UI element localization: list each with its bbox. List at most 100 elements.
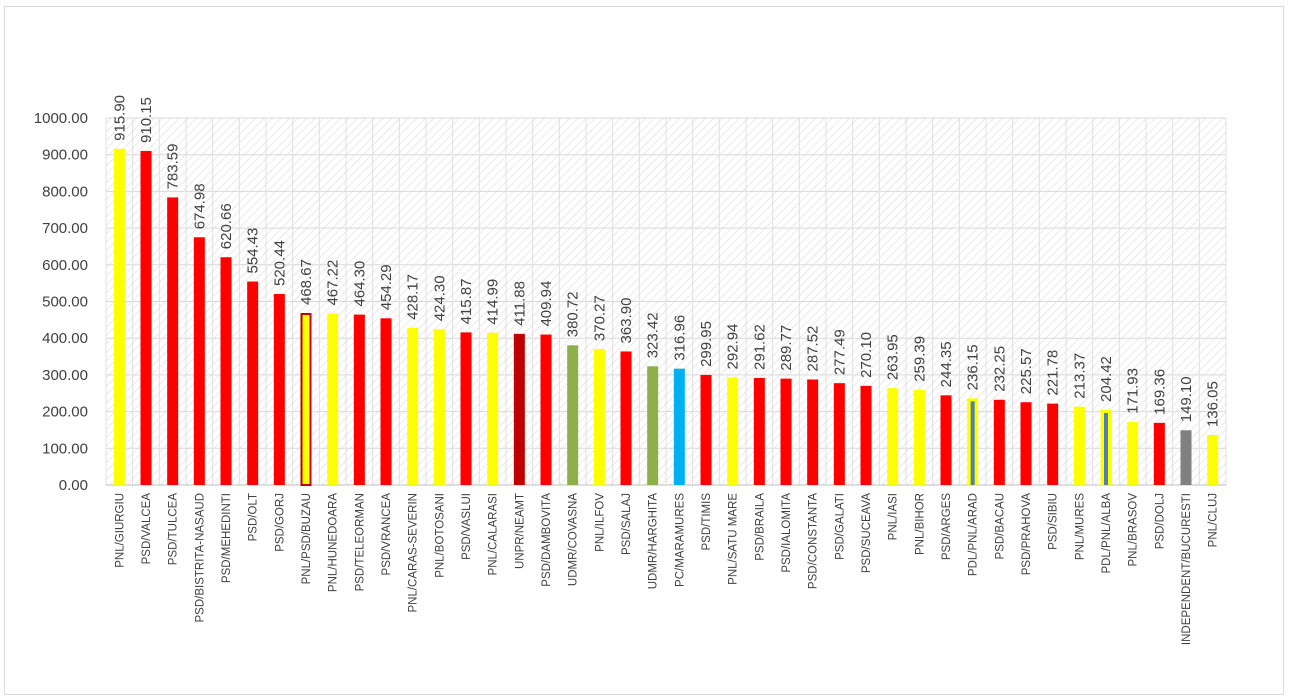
- bar: [780, 378, 792, 485]
- bar-outline: [300, 312, 312, 486]
- bar: [433, 329, 445, 485]
- bar: [1153, 422, 1165, 485]
- data-label: 428.17: [405, 274, 422, 320]
- data-label: 520.44: [271, 240, 288, 286]
- data-label: 414.99: [485, 279, 502, 325]
- x-tick-label: PSD/SIBIU: [1048, 493, 1060, 550]
- y-tick-label: 400.00: [42, 330, 88, 347]
- bar: [247, 281, 259, 485]
- bar: [700, 374, 712, 485]
- x-tick-label: PSD/VASLUI: [461, 493, 473, 560]
- bar: [1047, 403, 1059, 485]
- bar: [193, 237, 205, 485]
- data-label: 287.52: [805, 326, 822, 372]
- data-label: 244.35: [938, 341, 955, 387]
- bar: [353, 314, 365, 485]
- data-label: 169.36: [1151, 369, 1168, 415]
- x-tick-label: PNL/CLUJ: [1208, 493, 1220, 547]
- y-tick-label: 200.00: [42, 404, 88, 421]
- x-tick-label: PNL/HUNEDOARA: [328, 493, 340, 592]
- x-tick-label: PNL/CALARASI: [488, 493, 500, 575]
- x-tick-label: PNL/BOTOSANI: [434, 493, 446, 578]
- data-label: 221.78: [1045, 350, 1062, 396]
- x-tick-label: PSD/VRANCEA: [381, 493, 393, 576]
- x-tick-label: PSD/TULCEA: [168, 493, 180, 566]
- bar: [860, 385, 872, 485]
- data-label: 299.95: [698, 321, 715, 367]
- data-label: 270.10: [858, 332, 875, 378]
- bar: [167, 197, 179, 485]
- x-tick-label: PSD/GORJ: [274, 493, 286, 552]
- x-tick-label: INDEPENDENT/BUCURESTI: [1181, 493, 1193, 645]
- data-label: 259.39: [911, 336, 928, 382]
- y-tick-label: 0.00: [59, 477, 88, 494]
- x-tick-label: PNL/PSD/BUZAU: [301, 493, 313, 584]
- x-tick-label: UNPR/NEAMT: [514, 493, 526, 569]
- data-label: 415.87: [458, 278, 475, 324]
- data-label: 225.57: [1018, 348, 1035, 394]
- x-tick-label: PC/MARAMURES: [674, 493, 686, 587]
- bar: [113, 148, 125, 486]
- bar: [487, 332, 499, 485]
- x-tick-label: PSD/SALAJ: [621, 493, 633, 555]
- data-label: 291.62: [751, 324, 768, 370]
- data-label: 316.96: [671, 315, 688, 361]
- data-label: 554.43: [245, 228, 262, 274]
- x-tick-label: PSD/ARGES: [941, 493, 953, 560]
- data-label: 289.77: [778, 325, 795, 371]
- bar: [327, 313, 339, 485]
- data-label: 277.49: [831, 329, 848, 375]
- y-tick-label: 700.00: [42, 220, 88, 237]
- x-tick-label: PSD/IALOMITA: [781, 493, 793, 573]
- x-tick-label: PSD/GALATI: [834, 493, 846, 560]
- bar: [513, 333, 525, 485]
- bar: [1127, 421, 1139, 485]
- bar: [887, 388, 899, 485]
- bar: [647, 366, 659, 485]
- data-label: 292.94: [725, 324, 742, 370]
- bar: [1020, 402, 1032, 485]
- x-tick-label: PNL/MURES: [1074, 493, 1086, 560]
- data-label: 171.93: [1125, 368, 1142, 414]
- data-label: 232.25: [991, 346, 1008, 392]
- y-tick-label: 600.00: [42, 257, 88, 274]
- y-tick-label: 900.00: [42, 147, 88, 164]
- x-tick-label: PSD/TELEORMAN: [354, 493, 366, 591]
- x-tick-label: UDMR/HARGHITA: [648, 493, 660, 590]
- data-label: 464.30: [351, 261, 368, 307]
- x-tick-label: PSD/BACAU: [994, 493, 1006, 559]
- data-label: 380.72: [565, 291, 582, 337]
- data-label: 411.88: [511, 281, 528, 326]
- x-tick-label: PSD/VALCEA: [141, 493, 153, 565]
- x-tick-label: PNL/SATU MARE: [728, 493, 740, 585]
- bar: [913, 389, 925, 485]
- bar: [220, 257, 232, 485]
- data-label: 915.90: [111, 95, 128, 141]
- data-label: 620.66: [218, 203, 235, 249]
- bar-inner-stripe: [1104, 412, 1108, 485]
- x-tick-label: UDMR/COVASNA: [568, 493, 580, 586]
- bar: [727, 377, 739, 485]
- bar: [1207, 435, 1219, 485]
- bar: [540, 334, 552, 485]
- x-tick-label: PSD/SUCEAVA: [861, 493, 873, 573]
- x-tick-label: PSD/MEHEDINTI: [221, 493, 233, 583]
- y-tick-label: 100.00: [42, 440, 88, 457]
- data-label: 323.42: [645, 312, 662, 358]
- data-label: 409.94: [538, 281, 555, 327]
- x-tick-label: PDL/PNL/ARAD: [968, 493, 980, 576]
- data-label: 204.42: [1098, 356, 1115, 402]
- data-label: 149.10: [1178, 376, 1195, 422]
- x-tick-label: PNL/BRASOV: [1128, 493, 1140, 567]
- bar: [380, 318, 392, 485]
- data-label: 363.90: [618, 298, 635, 344]
- bar: [753, 377, 765, 485]
- x-tick-label: PDL/PNL/ALBA: [1101, 493, 1113, 574]
- x-tick-label: PSD/CONSTANTA: [808, 493, 820, 589]
- x-tick-label: PSD/DAMBOVITA: [541, 493, 553, 587]
- x-tick-label: PNL/IASI: [888, 493, 900, 540]
- bar: [300, 312, 312, 485]
- data-label: 783.59: [165, 144, 182, 190]
- bar: [140, 150, 152, 485]
- bar: [1073, 406, 1085, 485]
